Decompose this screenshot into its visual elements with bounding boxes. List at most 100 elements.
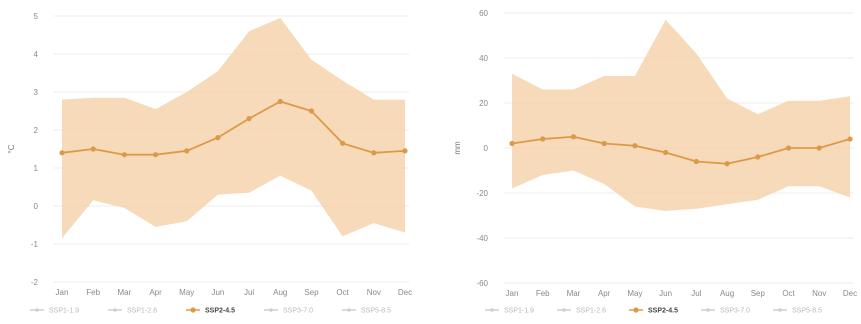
legend-item-ssp2-4-5[interactable]: SSP2-4.5 <box>186 307 235 315</box>
data-point[interactable] <box>724 161 730 167</box>
y-tick-label: 5 <box>34 12 39 21</box>
data-point[interactable] <box>184 148 190 154</box>
y-tick-label: 40 <box>479 54 488 63</box>
legend-marker <box>706 308 710 312</box>
data-point[interactable] <box>693 158 699 165</box>
x-tick-label: May <box>627 289 642 298</box>
legend-label: SSP1-1.9 <box>504 308 534 315</box>
data-point[interactable] <box>308 108 315 114</box>
data-point[interactable] <box>632 143 638 149</box>
legend-label: SSP2-4.5 <box>205 308 235 315</box>
x-tick-label: Apr <box>149 288 162 297</box>
y-tick-label: -20 <box>476 189 488 198</box>
x-tick-label: Dec <box>398 288 412 297</box>
legend-item-ssp3-7-0[interactable]: SSP3-7.0 <box>264 308 313 315</box>
data-point[interactable] <box>816 145 822 151</box>
data-point[interactable] <box>785 145 792 151</box>
data-point[interactable] <box>59 150 65 156</box>
precipitation-chart-panel: -60 -40 -20 0 20 40 60 mm Jan Feb Mar Apr May Jun Jul A… <box>440 0 861 324</box>
legend-marker <box>35 308 39 312</box>
y-tick-label: -40 <box>476 234 488 243</box>
y-axis-title: mm <box>453 141 462 155</box>
data-point[interactable] <box>121 152 127 158</box>
y-tick-label: 60 <box>479 9 488 18</box>
legend-item-ssp5-8-5[interactable]: SSP5-8.5 <box>342 308 391 315</box>
y-tick-label: 1 <box>34 164 39 173</box>
x-tick-label: Aug <box>720 289 734 298</box>
temperature-chart-panel: -2 -1 0 1 2 3 4 5 °C Jan Feb Mar Apr May Jun Jul Aug Sep O… <box>0 0 430 324</box>
legend-item-ssp1-1-9[interactable]: SSP1-1.9 <box>30 308 79 315</box>
legend-item-ssp1-2-6[interactable]: SSP1-2.6 <box>108 308 157 315</box>
y-tick-label: 20 <box>479 99 488 108</box>
legend-marker <box>347 308 351 312</box>
uncertainty-band <box>512 19 850 211</box>
data-point[interactable] <box>570 134 577 140</box>
series-line <box>61 100 406 156</box>
legend-label: SSP5-8.5 <box>792 308 822 315</box>
legend-marker <box>562 308 566 312</box>
precipitation-chart: -60 -40 -20 0 20 40 60 mm Jan Feb Mar Apr May Jun Jul A… <box>453 9 857 315</box>
x-tick-label: Sep <box>751 289 766 298</box>
data-point[interactable] <box>371 150 377 156</box>
legend-label: SSP3-7.0 <box>283 308 313 315</box>
y-tick-label: 4 <box>34 50 39 59</box>
y-axis-title: °C <box>7 144 16 153</box>
x-tick-label: Oct <box>336 288 349 297</box>
legend-marker <box>269 308 273 312</box>
data-point[interactable] <box>509 140 515 147</box>
y-tick-label: 2 <box>34 126 39 135</box>
x-tick-label: Mar <box>117 288 131 297</box>
legend-label: SSP5-8.5 <box>361 308 391 315</box>
x-tick-label: Feb <box>536 289 550 298</box>
legend-label: SSP1-2.6 <box>127 308 157 315</box>
legend-item-ssp1-1-9[interactable]: SSP1-1.9 <box>485 308 534 315</box>
y-tick-label: 0 <box>34 202 39 211</box>
legend-item-ssp1-2-6[interactable]: SSP1-2.6 <box>557 308 606 315</box>
x-tick-label: Jun <box>659 289 672 298</box>
x-tick-label: Aug <box>273 288 287 297</box>
data-point[interactable] <box>663 149 669 156</box>
data-point[interactable] <box>277 98 283 105</box>
legend-marker <box>490 308 494 312</box>
x-tick-label: Mar <box>567 289 581 298</box>
legend-marker <box>113 308 117 312</box>
data-point[interactable] <box>402 148 408 154</box>
data-point[interactable] <box>340 140 346 146</box>
x-tick-label: May <box>179 288 194 297</box>
legend-label: SSP1-2.6 <box>576 308 606 315</box>
x-tick-label: Jan <box>506 289 519 298</box>
legend-label: SSP3-7.0 <box>720 308 750 315</box>
x-tick-label: Nov <box>812 289 826 298</box>
temperature-chart: -2 -1 0 1 2 3 4 5 °C Jan Feb Mar Apr May Jun Jul Aug Sep O… <box>7 12 412 315</box>
legend-marker <box>778 308 782 312</box>
data-point[interactable] <box>90 146 96 152</box>
legend-item-ssp2-4-5[interactable]: SSP2-4.5 <box>629 307 678 315</box>
y-tick-label: -2 <box>31 278 39 287</box>
y-tick-label: 3 <box>34 88 39 97</box>
legend-label: SSP2-4.5 <box>648 308 678 315</box>
legend-marker <box>633 307 639 313</box>
data-point[interactable] <box>755 154 761 160</box>
x-tick-label: Jul <box>244 288 254 297</box>
legend-marker <box>190 307 196 313</box>
data-point[interactable] <box>215 135 221 141</box>
x-tick-label: Jun <box>211 288 224 297</box>
data-point[interactable] <box>847 136 853 142</box>
legend-item-ssp3-7-0[interactable]: SSP3-7.0 <box>701 308 750 315</box>
series-line <box>511 135 851 165</box>
data-point[interactable] <box>246 116 252 122</box>
x-tick-label: Jan <box>56 288 69 297</box>
x-tick-label: Dec <box>843 289 857 298</box>
data-point[interactable] <box>152 152 159 158</box>
x-tick-label: Feb <box>86 288 100 297</box>
data-point[interactable] <box>540 136 546 142</box>
x-tick-label: Sep <box>304 288 319 297</box>
x-tick-label: Nov <box>367 288 381 297</box>
x-tick-label: Apr <box>598 289 611 298</box>
y-tick-label: 0 <box>484 144 489 153</box>
legend-item-ssp5-8-5[interactable]: SSP5-8.5 <box>773 308 822 315</box>
legend-label: SSP1-1.9 <box>49 308 79 315</box>
x-tick-label: Jul <box>691 289 701 298</box>
data-point[interactable] <box>601 140 607 147</box>
